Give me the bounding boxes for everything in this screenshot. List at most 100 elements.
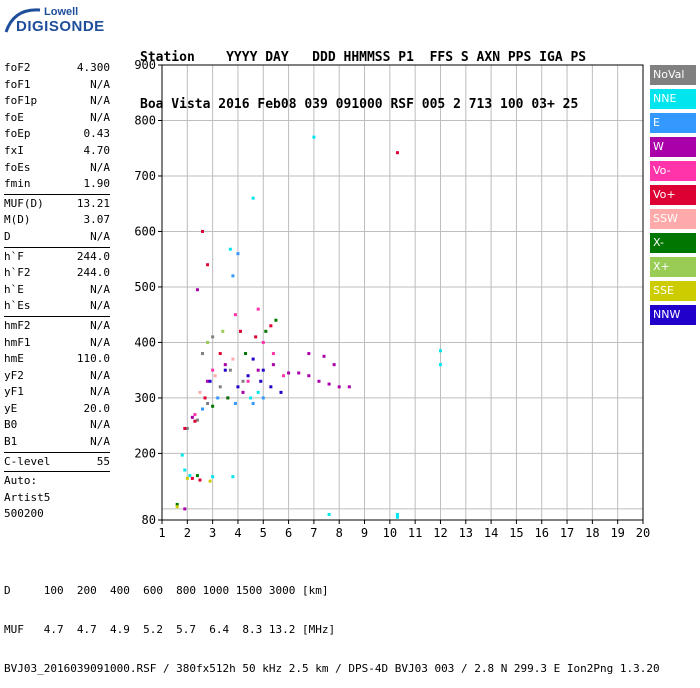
echo-point xyxy=(307,352,311,356)
autoscaling-info: Auto: xyxy=(4,474,38,488)
station-header: Station YYYY DAY DDD HHMMSS P1 FFS S AXN… xyxy=(140,20,586,129)
plot-frame xyxy=(161,64,644,521)
echo-point xyxy=(337,385,341,389)
echo-point xyxy=(251,357,255,361)
param-row: MUF(D) 13.21 xyxy=(4,196,110,213)
echo-point xyxy=(216,396,220,400)
param-row: foEs N/A xyxy=(4,160,110,177)
echo-point xyxy=(188,474,192,478)
param-value: N/A xyxy=(90,229,110,243)
param-name: B0 xyxy=(4,418,18,432)
echo-point xyxy=(244,352,248,356)
echo-point xyxy=(190,415,194,419)
x-tick-label: 20 xyxy=(636,526,650,540)
x-tick-label: 18 xyxy=(585,526,599,540)
echo-point xyxy=(317,379,321,383)
param-value: 110.0 xyxy=(76,352,110,366)
param-row: h`E N/A xyxy=(4,282,110,299)
echo-point xyxy=(228,368,232,372)
echo-point xyxy=(180,453,184,457)
param-value: 55 xyxy=(96,454,110,468)
echo-point xyxy=(332,363,336,367)
echo-point xyxy=(347,385,351,389)
echo-point xyxy=(218,352,222,356)
echo-point xyxy=(241,390,245,394)
footer-info: D 100 200 400 600 800 1000 1500 3000 [km… xyxy=(4,558,660,688)
echo-point xyxy=(211,475,215,479)
echo-point xyxy=(211,368,215,372)
x-tick-label: 4 xyxy=(234,526,241,540)
echo-point xyxy=(236,385,240,389)
file-info-row: BVJ03_2016039091000.RSF / 380fx512h 50 k… xyxy=(4,662,660,675)
echo-point xyxy=(183,426,187,430)
param-name: h`Es xyxy=(4,299,31,313)
param-row: B0 N/A xyxy=(4,417,110,434)
echo-point xyxy=(236,252,240,256)
echo-point xyxy=(195,288,199,292)
echo-point xyxy=(193,413,197,417)
echo-point xyxy=(231,274,235,278)
param-value: 1.90 xyxy=(83,177,111,191)
echo-point xyxy=(206,340,210,344)
param-value: N/A xyxy=(90,318,110,332)
echo-point xyxy=(261,340,265,344)
echo-point xyxy=(218,385,222,389)
legend-item: NNE xyxy=(650,89,696,109)
echo-point xyxy=(175,505,179,509)
param-name: h`F xyxy=(4,249,24,263)
param-value: 20.0 xyxy=(83,401,111,415)
echo-point xyxy=(395,512,399,516)
y-tick-label: 500 xyxy=(134,280,156,294)
param-name: D xyxy=(4,229,11,243)
x-tick-label: 3 xyxy=(209,526,216,540)
param-name: foF2 xyxy=(4,61,31,74)
echo-point xyxy=(201,352,205,356)
legend-item: NoVal xyxy=(650,65,696,85)
x-tick-label: 12 xyxy=(433,526,447,540)
legend-item: SSE xyxy=(650,281,696,301)
echo-point xyxy=(246,379,250,383)
x-tick-label: 6 xyxy=(285,526,292,540)
echo-point xyxy=(297,371,301,375)
echo-point xyxy=(241,379,245,383)
echo-point xyxy=(287,371,291,375)
echo-point xyxy=(249,396,253,400)
echo-point xyxy=(438,363,442,367)
x-tick-label: 15 xyxy=(509,526,523,540)
header-values: Boa Vista 2016 Feb08 039 091000 RSF 005 … xyxy=(140,97,579,112)
echo-point xyxy=(279,390,283,394)
echo-point xyxy=(226,396,230,400)
param-name: yE xyxy=(4,401,18,415)
y-tick-label: 900 xyxy=(134,58,156,72)
param-name: B1 xyxy=(4,435,18,449)
param-value: N/A xyxy=(90,435,110,449)
echo-point xyxy=(223,368,227,372)
x-tick-label: 9 xyxy=(361,526,368,540)
param-row: fxI 4.70 xyxy=(4,143,110,160)
y-tick-label: 600 xyxy=(134,224,156,238)
x-tick-label: 7 xyxy=(310,526,317,540)
legend-item: W xyxy=(650,137,696,157)
y-tick-label: 300 xyxy=(134,391,156,405)
param-divider xyxy=(4,193,110,195)
echo-point xyxy=(233,313,237,317)
echo-point xyxy=(190,476,194,480)
echo-point xyxy=(213,374,217,378)
param-value: 0.43 xyxy=(83,127,111,141)
echo-point xyxy=(185,476,189,480)
x-tick-label: 19 xyxy=(610,526,624,540)
echo-point xyxy=(274,318,278,322)
muf-row: MUF 4.7 4.7 4.9 5.2 5.7 6.4 8.3 13.2 [MH… xyxy=(4,623,336,636)
x-tick-label: 2 xyxy=(184,526,191,540)
param-value: N/A xyxy=(90,299,110,313)
echo-point xyxy=(233,401,237,405)
param-row: h`F2 244.0 xyxy=(4,265,110,282)
param-row: h`F 244.0 xyxy=(4,249,110,266)
legend-item: X- xyxy=(650,233,696,253)
echo-point xyxy=(185,426,189,430)
param-name: h`E xyxy=(4,282,24,296)
param-name: hmF1 xyxy=(4,335,31,349)
echo-point xyxy=(256,390,260,394)
ionogram-chart: 1 2 3 4 5 6 7 8 9 10 11 12 13 14 15 16 17 18 19 20802003004… xyxy=(134,58,650,540)
echo-point xyxy=(201,229,205,233)
